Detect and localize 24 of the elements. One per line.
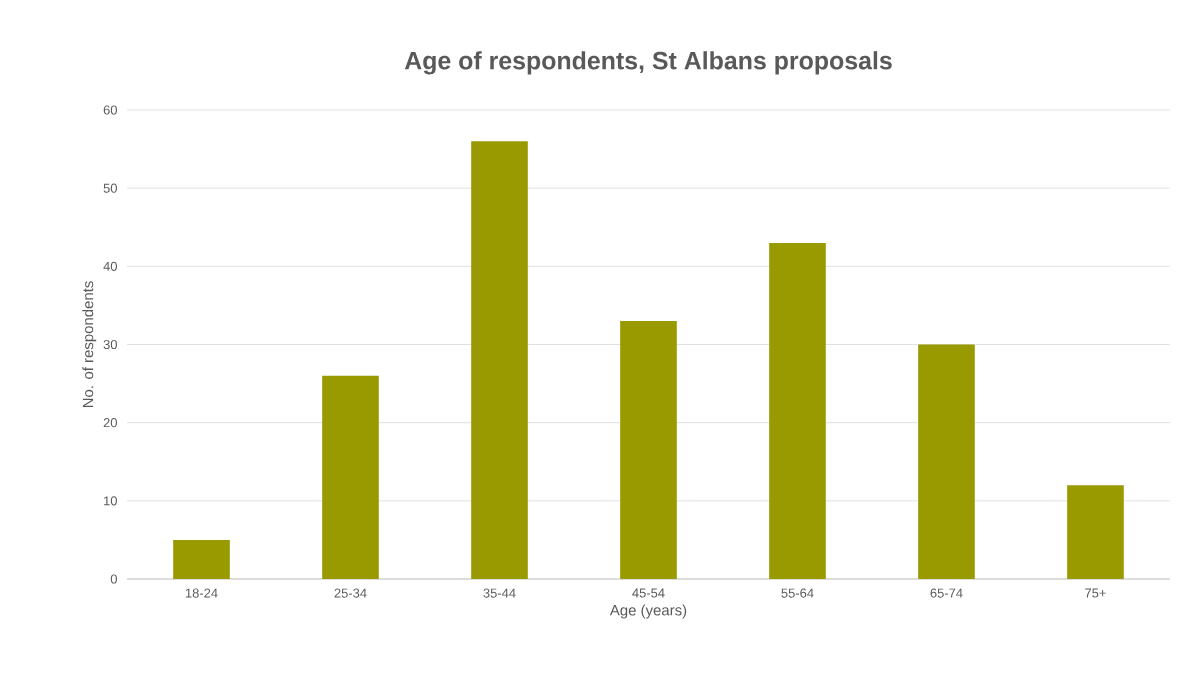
x-tick-label: 45-54 [632, 588, 665, 598]
x-tick-label: 25-34 [334, 588, 367, 598]
y-tick-label: 0 [110, 574, 117, 584]
y-tick-label: 30 [103, 339, 117, 350]
y-tick-label: 40 [103, 261, 117, 271]
bar [471, 141, 528, 579]
bar [769, 242, 826, 579]
y-tick-label: 10 [104, 496, 117, 506]
x-tick-label: 18-24 [185, 588, 218, 598]
bar [322, 375, 379, 579]
chart-title: Age of respondents, St Albans proposals [404, 51, 892, 75]
x-tick-label: 75+ [1085, 588, 1106, 598]
bar [173, 539, 230, 579]
x-tick-label: 55-64 [781, 588, 814, 598]
bar [620, 321, 677, 579]
y-tick-label: 50 [103, 183, 117, 193]
x-tick-label: 65-74 [930, 588, 963, 598]
x-tick-label: 35-44 [483, 588, 516, 598]
x-axis-title: Age (years) [609, 604, 687, 619]
bar [1067, 485, 1124, 579]
bar [918, 344, 975, 579]
y-tick-label: 20 [103, 418, 117, 428]
y-tick-label: 60 [103, 105, 117, 115]
y-axis-title: No. of respondents [82, 281, 97, 408]
